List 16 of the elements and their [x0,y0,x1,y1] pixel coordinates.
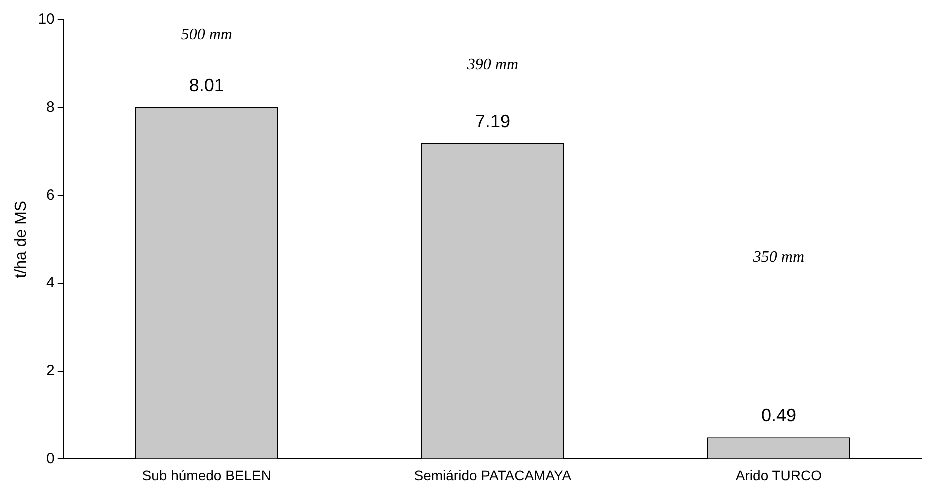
x-tick-label: Arido TURCO [736,467,822,484]
y-tick-label: 8 [46,98,55,116]
annotation: 500 mm [181,26,232,44]
y-tick-label: 2 [46,362,55,380]
y-tick-label: 10 [38,11,55,28]
annotation: 390 mm [466,56,518,74]
x-tick-label: Sub húmedo BELEN [142,467,272,484]
x-tick-label: Semiárido PATACAMAYA [414,467,572,484]
data-label: 8.01 [189,75,224,96]
data-label: 0.49 [761,406,797,426]
y-tick-label: 6 [46,186,55,204]
y-tick-label: 4 [46,274,55,292]
data-label: 7.19 [475,111,510,132]
y-axis-title: t/ha de MS [13,200,30,278]
annotation: 350 mm [752,248,805,266]
y-tick-label: 0 [46,450,55,468]
